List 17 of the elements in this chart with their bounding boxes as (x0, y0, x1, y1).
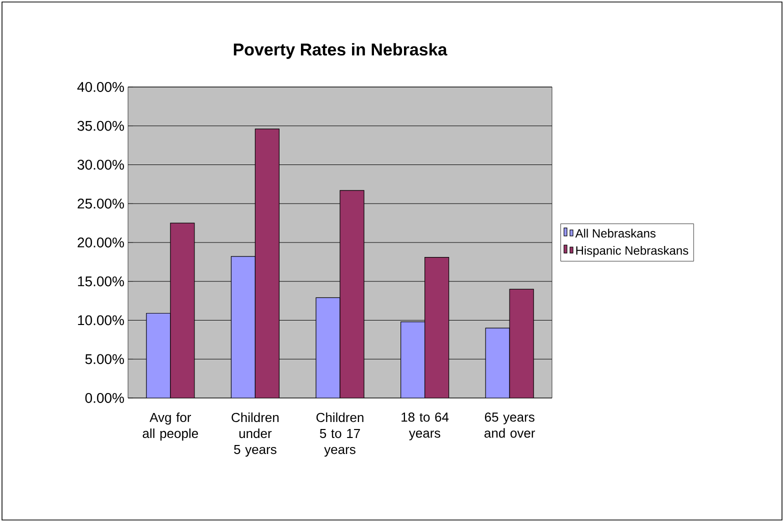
y-tick-label: 0.00% (85, 393, 124, 403)
x-tick-label: Children under 5 years (232, 412, 279, 457)
y-tick-label: 25.00% (78, 198, 124, 209)
y-tick-label: 20.00% (78, 238, 124, 248)
x-tick-label: Children 5 to 17 years (316, 412, 364, 457)
x-tick-label: Avg for all people (142, 412, 198, 441)
y-tick-label: 35.00% (78, 120, 124, 131)
legend-label: All Nebraskans (575, 228, 656, 238)
y-tick-label: 30.00% (78, 160, 124, 170)
legend-label: Hispanic Nebraskans (576, 246, 688, 258)
chart-title: Poverty Rates in Nebraska (234, 43, 448, 59)
y-tick-label: 10.00% (78, 315, 124, 326)
y-tick-label: 5.00% (85, 354, 124, 364)
x-tick-label: 65 years and over (484, 412, 536, 438)
x-tick-label: 18 to 64 years (402, 412, 449, 440)
y-tick-label: 15.00% (78, 276, 124, 286)
y-tick-label: 40.00% (77, 82, 124, 92)
